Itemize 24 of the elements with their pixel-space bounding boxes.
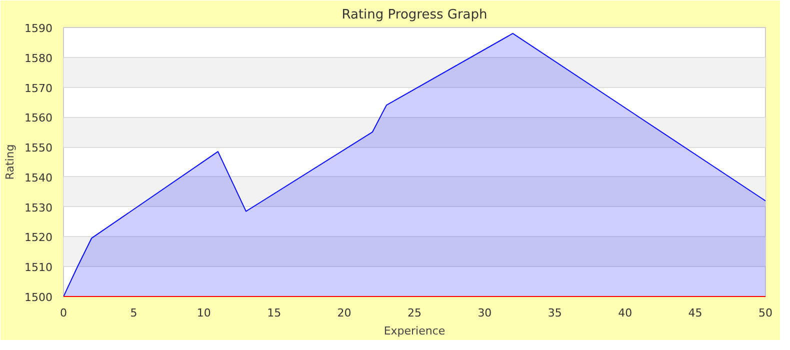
x-tick-label: 20 — [337, 306, 352, 320]
y-axis-title: Rating — [4, 144, 17, 180]
y-tick-label: 1520 — [24, 231, 53, 244]
y-tick-label: 1550 — [24, 142, 53, 155]
y-tick-label: 1500 — [24, 291, 53, 304]
y-tick-label: 1590 — [24, 22, 53, 35]
y-tick-label: 1510 — [24, 261, 53, 274]
x-tick-label: 45 — [688, 306, 702, 320]
y-tick-label: 1540 — [24, 171, 53, 184]
y-tick-label: 1530 — [24, 201, 53, 214]
x-tick-label: 15 — [267, 306, 282, 320]
x-tick-label: 40 — [618, 306, 632, 320]
y-tick-label: 1580 — [24, 52, 53, 65]
x-tick-label: 0 — [60, 306, 67, 320]
x-tick-label: 30 — [478, 306, 492, 320]
x-axis-title: Experience — [384, 324, 446, 338]
x-tick-label: 5 — [130, 306, 138, 320]
y-tick-label: 1570 — [24, 82, 53, 95]
x-tick-label: 35 — [548, 306, 562, 320]
x-tick-label: 50 — [758, 306, 772, 320]
y-tick-label: 1560 — [24, 112, 53, 125]
x-tick-label: 25 — [408, 306, 422, 320]
x-tick-label: 10 — [196, 306, 211, 320]
chart-title: Rating Progress Graph — [342, 8, 488, 22]
